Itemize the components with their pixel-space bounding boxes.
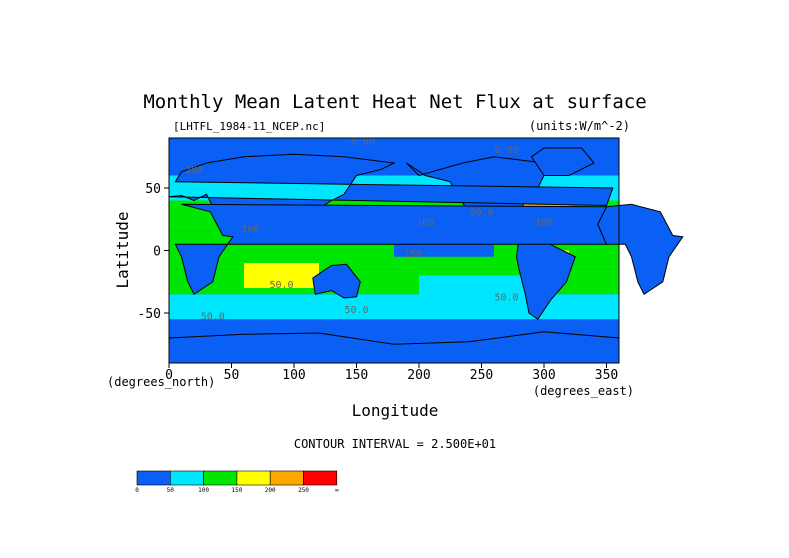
x-tick-label: 250 <box>470 368 493 383</box>
contour-label: 50.0 <box>201 311 225 322</box>
y-axis-title: Latitude <box>113 211 132 288</box>
x-tick-label: 0 <box>165 368 173 383</box>
contour-label: 100 <box>241 224 259 235</box>
x-tick-label: 100 <box>282 368 305 383</box>
flux-region-13 <box>394 244 494 257</box>
colorbar-tick-label: 150 <box>231 487 242 494</box>
land-mask <box>168 147 684 364</box>
contour-label: 100 <box>416 218 434 229</box>
colorbar-swatch <box>303 470 338 486</box>
flux-region-14 <box>419 275 532 307</box>
chart-subtitle-file: [LHTFL_1984-11_NCEP.nc] <box>173 120 325 133</box>
y-tick-label: -50 <box>138 307 161 322</box>
y-tick-label: 0 <box>153 245 161 260</box>
y-axis-ticks: -50 0 50 <box>138 182 169 322</box>
x-tick-label: 300 <box>532 368 555 383</box>
colorbar-swatch <box>269 470 304 486</box>
contour-label: 50.0 <box>494 293 518 304</box>
land-australia <box>312 263 361 299</box>
contour-labels: 0.00 50.0 100 50.0 150 200 100 50.0 0.00 100 50.0 5… <box>185 136 553 322</box>
chart-title: Monthly Mean Latent Heat Net Flux at sur… <box>143 91 646 113</box>
contour-label: 50.0 <box>344 305 368 316</box>
colorbar-tick-label: 0 <box>135 487 139 494</box>
colorbar-tick-label: 200 <box>265 487 276 494</box>
x-tick-label: 50 <box>224 368 240 383</box>
contour-label: 50.0 <box>469 208 493 219</box>
colorbar-tick-label: 250 <box>298 487 309 494</box>
chart-subtitle-units: (units:W/m^-2) <box>529 119 630 133</box>
contour-label: 150 <box>404 249 422 260</box>
contour-interval-label: CONTOUR INTERVAL = 2.500E+01 <box>294 437 496 451</box>
contour-label: 50.0 <box>269 280 293 291</box>
x-axis-unit-label: (degrees_east) <box>533 384 634 398</box>
x-tick-label: 200 <box>407 368 430 383</box>
y-axis-unit-label: (degrees_north) <box>107 375 215 389</box>
colorbar-tick-label: ∞ <box>335 487 339 494</box>
x-tick-label: 150 <box>345 368 368 383</box>
land-africa <box>174 203 608 296</box>
contour-label: 0.00 <box>494 145 518 156</box>
contour-label: 100 <box>535 218 553 229</box>
colorbar-tick-label: 50 <box>167 487 175 494</box>
x-axis-title: Longitude <box>352 401 439 420</box>
colorbar-swatch <box>203 470 238 486</box>
contour-label: 200 <box>185 165 203 176</box>
colorbar: 0 50 100 150 200 250 ∞ <box>135 470 339 494</box>
x-tick-label: 350 <box>595 368 618 383</box>
y-tick-label: 50 <box>145 182 161 197</box>
flux-region-10 <box>244 263 319 288</box>
colorbar-swatch <box>170 470 204 486</box>
x-axis-ticks: 0 50 100 150 200 250 300 350 <box>165 363 618 383</box>
land-greenland <box>530 147 595 176</box>
plot-area: 0.00 50.0 100 50.0 150 200 100 50.0 0.00 100 50.0 5… <box>168 136 684 364</box>
contour-label: 0.00 <box>351 136 375 147</box>
colorbar-swatch <box>236 470 271 486</box>
colorbar-tick-label: 100 <box>198 487 209 494</box>
colorbar-swatch <box>136 470 171 486</box>
